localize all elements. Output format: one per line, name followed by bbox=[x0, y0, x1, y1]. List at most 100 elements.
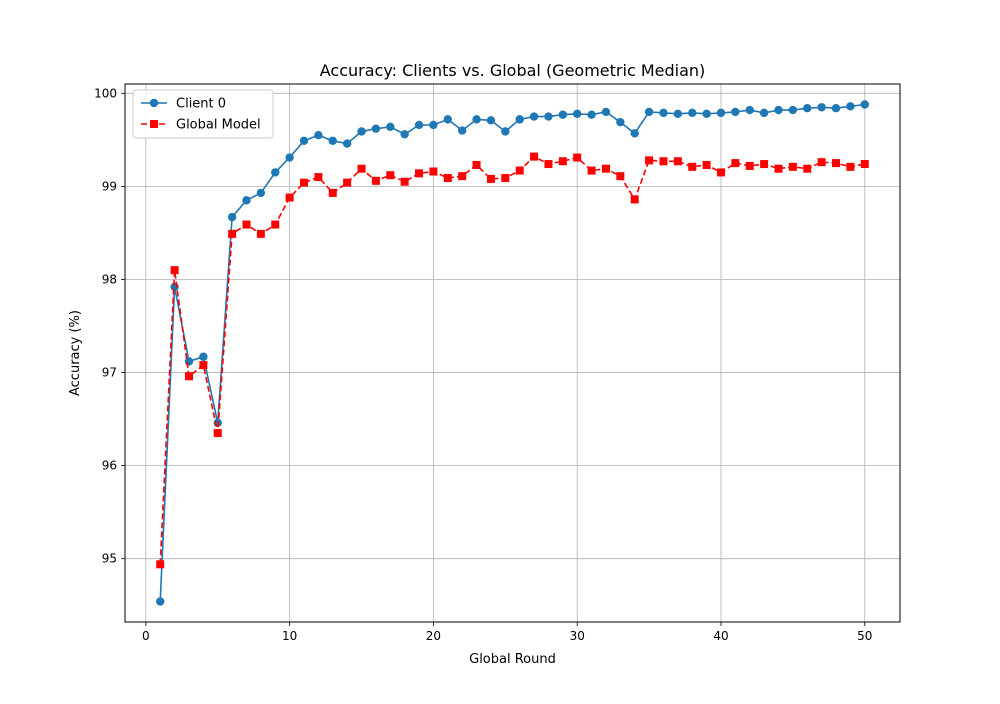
global-model-point bbox=[760, 160, 769, 169]
client-0-point bbox=[688, 108, 697, 118]
global-model-point bbox=[285, 193, 294, 202]
legend-global-model-marker bbox=[150, 120, 158, 128]
global-model-point bbox=[443, 174, 452, 183]
client-0-point bbox=[673, 109, 683, 118]
global-model-point bbox=[558, 157, 567, 166]
global-model-point bbox=[601, 164, 610, 173]
client-0-point bbox=[199, 352, 208, 361]
x-tick-label: 40 bbox=[713, 629, 728, 643]
legend: Client 0 Global Model bbox=[132, 89, 274, 139]
global-model-point bbox=[357, 164, 366, 173]
y-tick-label: 98 bbox=[102, 272, 117, 286]
x-axis-label: Global Round bbox=[469, 652, 556, 667]
global-model-point bbox=[458, 172, 467, 181]
global-model-point bbox=[860, 160, 869, 169]
global-model-point bbox=[745, 161, 754, 170]
global-model-point bbox=[343, 178, 352, 187]
global-model-point bbox=[716, 168, 725, 177]
client-0-point bbox=[803, 104, 812, 113]
global-model-point bbox=[415, 169, 424, 178]
x-tick-label: 20 bbox=[426, 629, 441, 643]
client-0-point bbox=[860, 100, 869, 109]
global-model-point bbox=[803, 164, 812, 173]
global-model-point bbox=[300, 178, 309, 187]
client-0-point bbox=[486, 116, 496, 125]
client-0-point bbox=[414, 120, 424, 130]
client-0-point bbox=[788, 105, 798, 115]
client-0-point bbox=[616, 117, 625, 127]
client-0-point bbox=[515, 115, 524, 124]
client-0-point bbox=[644, 107, 654, 117]
client-0-point bbox=[630, 129, 639, 138]
client-0-point bbox=[501, 127, 510, 136]
y-tick-label: 95 bbox=[102, 552, 117, 566]
global-model-point bbox=[371, 176, 380, 185]
global-model-point bbox=[400, 177, 409, 186]
global-model-point bbox=[314, 173, 323, 182]
x-tick-label: 50 bbox=[857, 629, 872, 643]
client-0-point bbox=[328, 136, 337, 145]
client-0-point bbox=[342, 139, 352, 148]
client-0-point bbox=[256, 188, 266, 198]
y-tick-label: 97 bbox=[102, 366, 117, 380]
client-0-point bbox=[443, 115, 452, 124]
global-model-point bbox=[630, 195, 639, 204]
global-model-point bbox=[501, 174, 510, 183]
client-0-point bbox=[271, 168, 280, 177]
legend-client-0-label: Client 0 bbox=[176, 97, 226, 112]
global-model-point bbox=[832, 159, 841, 168]
y-tick-label: 100 bbox=[94, 86, 117, 100]
client-0-point bbox=[745, 105, 754, 115]
chart-title: Accuracy: Clients vs. Global (Geometric … bbox=[320, 61, 706, 80]
global-model-point bbox=[530, 152, 539, 161]
x-tick-label: 0 bbox=[142, 629, 150, 643]
y-tick-label: 99 bbox=[102, 179, 117, 193]
global-model-point bbox=[587, 166, 596, 175]
client-0-point bbox=[573, 109, 582, 118]
global-model-point bbox=[486, 174, 495, 183]
client-0-point bbox=[457, 126, 467, 135]
global-model-point bbox=[817, 158, 826, 167]
global-model-point bbox=[328, 188, 337, 197]
client-0-point bbox=[227, 212, 237, 222]
global-model-point bbox=[472, 160, 481, 169]
client-0-point bbox=[285, 153, 294, 162]
global-model-point bbox=[688, 162, 697, 171]
global-model-point bbox=[702, 160, 711, 169]
client-0-point bbox=[242, 196, 251, 205]
global-model-point bbox=[386, 171, 395, 180]
client-0-point bbox=[429, 120, 438, 130]
client-0-point bbox=[716, 108, 726, 118]
legend-client-0-marker bbox=[149, 98, 159, 108]
global-model-point bbox=[645, 156, 654, 165]
global-model-point bbox=[271, 220, 280, 229]
axis-ticks: 0 10 20 30 40 50 95 96 97 98 99 100 bbox=[94, 86, 872, 643]
plot-area-frame bbox=[124, 83, 901, 623]
client-0-point bbox=[702, 109, 711, 118]
y-tick-label: 96 bbox=[102, 459, 117, 473]
client-0-point bbox=[314, 130, 323, 140]
global-model-point bbox=[213, 429, 222, 438]
y-axis-label: Accuracy (%) bbox=[68, 310, 83, 396]
client-0-point bbox=[357, 127, 366, 136]
client-0-point bbox=[371, 124, 381, 133]
global-model-point bbox=[184, 372, 193, 381]
global-model-point bbox=[846, 162, 855, 171]
client-0-point bbox=[759, 108, 769, 118]
global-model-point bbox=[673, 157, 682, 166]
global-model-point bbox=[515, 166, 524, 175]
global-model-point bbox=[731, 159, 740, 168]
x-tick-label: 30 bbox=[570, 629, 585, 643]
client-0-point bbox=[529, 112, 539, 121]
client-0-point bbox=[587, 110, 596, 119]
x-tick-label: 10 bbox=[282, 629, 297, 643]
global-model-point bbox=[659, 157, 668, 166]
client-0-point bbox=[774, 105, 783, 115]
client-0-point bbox=[731, 107, 740, 117]
global-model-point bbox=[228, 229, 237, 238]
client-0-point bbox=[156, 597, 165, 606]
global-model-point bbox=[156, 560, 165, 569]
client-0-point bbox=[659, 108, 668, 118]
client-0-point bbox=[400, 130, 409, 139]
